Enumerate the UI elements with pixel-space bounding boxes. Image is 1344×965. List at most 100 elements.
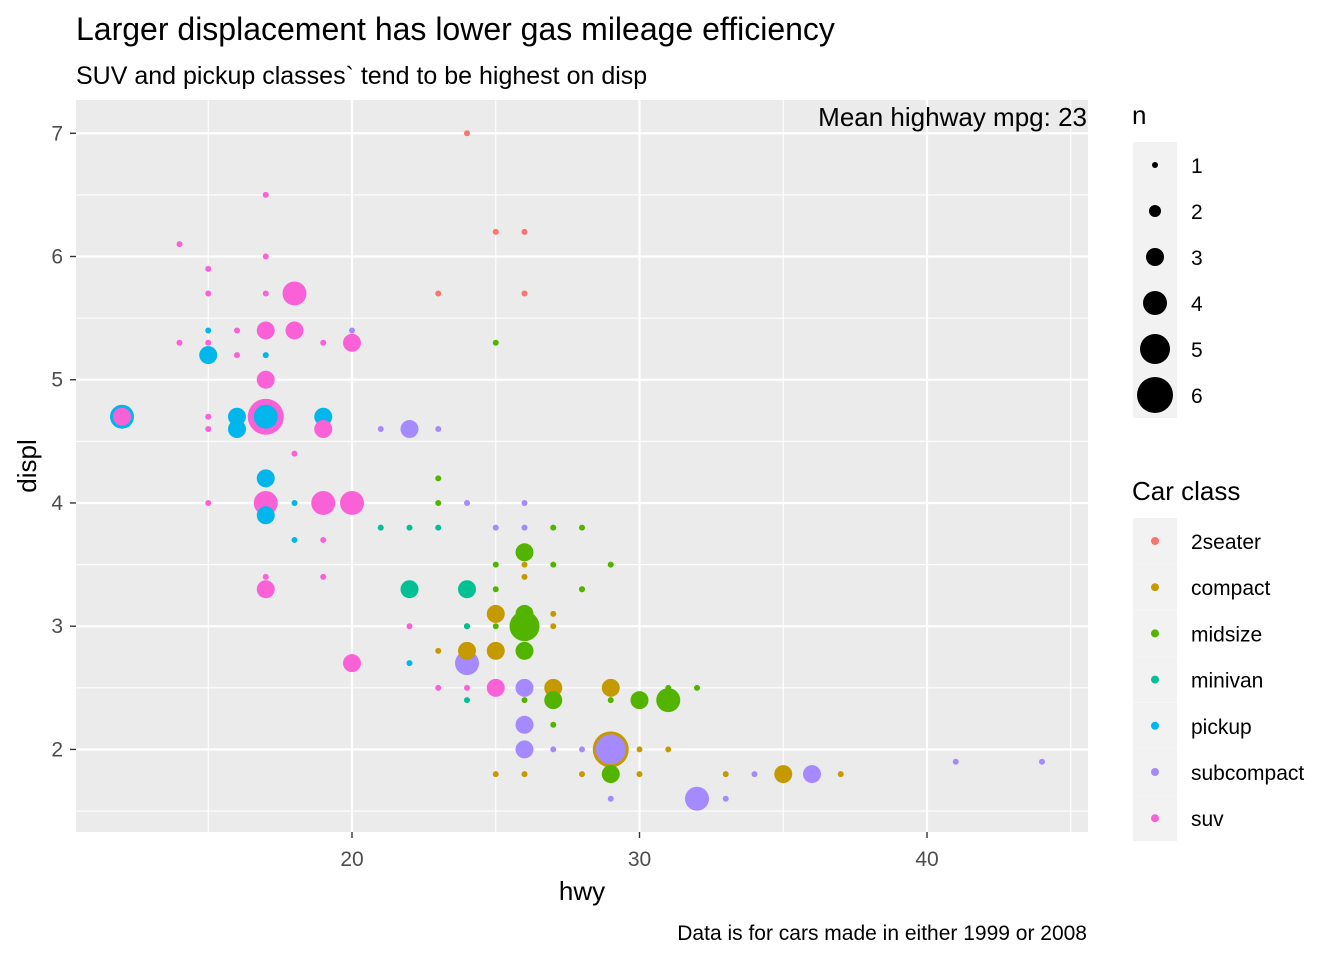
y-tick-label: 6 <box>51 246 63 269</box>
point-suv <box>435 684 442 691</box>
point-suv <box>256 321 275 340</box>
point-2seater <box>464 130 470 137</box>
y-axis-label: displ <box>12 439 42 492</box>
point-subcompact <box>579 746 585 753</box>
y-tick-label: 3 <box>51 615 63 638</box>
color-legend-point-2seater <box>1151 537 1159 545</box>
point-minivan <box>406 524 413 531</box>
color-legend-point-pickup <box>1151 721 1159 730</box>
size-legend-title: n <box>1132 100 1146 130</box>
point-suv <box>205 499 212 506</box>
y-tick-label: 7 <box>51 122 63 145</box>
size-legend-point <box>1146 248 1164 266</box>
point-suv <box>285 321 304 340</box>
size-legend-label: 2 <box>1191 201 1203 224</box>
point-minivan <box>400 580 419 599</box>
point-midsize <box>544 691 563 710</box>
point-midsize <box>601 765 620 784</box>
point-compact <box>486 604 505 623</box>
point-suv <box>205 290 212 297</box>
point-subcompact <box>521 499 528 506</box>
size-legend-label: 3 <box>1191 247 1203 270</box>
point-suv <box>262 290 269 297</box>
point-suv <box>406 623 413 630</box>
point-2seater <box>435 290 442 297</box>
point-minivan <box>377 524 384 531</box>
point-suv <box>311 490 336 515</box>
point-midsize <box>515 543 534 562</box>
color-legend-label: minivan <box>1191 670 1263 693</box>
chart-subtitle: SUV and pickup classes` tend to be highe… <box>76 62 647 90</box>
point-midsize <box>607 697 614 704</box>
point-compact <box>550 623 557 630</box>
point-pickup <box>199 346 218 365</box>
point-midsize <box>515 604 534 623</box>
point-subcompact <box>464 499 470 506</box>
x-axis: 20 30 40 <box>340 832 939 871</box>
point-midsize <box>656 688 681 713</box>
color-legend-title: Car class <box>1132 476 1240 506</box>
point-subcompact <box>685 786 709 811</box>
y-tick-label: 5 <box>51 369 63 392</box>
point-compact <box>636 746 643 753</box>
point-midsize <box>630 691 649 710</box>
point-midsize <box>492 586 499 593</box>
point-suv <box>205 413 212 420</box>
point-pickup <box>256 469 275 488</box>
size-legend-label: 6 <box>1191 385 1203 408</box>
size-legend-point <box>1152 162 1158 168</box>
x-tick-label: 40 <box>915 848 938 871</box>
point-suv <box>176 339 183 346</box>
point-suv <box>205 339 212 346</box>
y-axis: 2 3 4 5 6 7 <box>51 122 76 761</box>
point-compact <box>492 771 499 778</box>
color-legend-point-minivan <box>1151 675 1159 684</box>
y-tick-label: 4 <box>51 492 63 515</box>
chart-caption: Data is for cars made in either 1999 or … <box>677 922 1087 945</box>
data-points <box>110 130 1045 811</box>
point-pickup <box>262 352 269 359</box>
point-subcompact <box>722 795 729 802</box>
point-minivan <box>458 580 476 599</box>
point-midsize <box>550 721 557 728</box>
point-compact <box>544 678 563 697</box>
size-legend-point <box>1137 377 1173 413</box>
point-subcompact <box>1039 758 1045 765</box>
color-legend-point-midsize <box>1151 629 1159 638</box>
size-legend-label: 4 <box>1191 293 1203 316</box>
point-minivan <box>435 524 442 531</box>
annotation-mean-hwy: Mean highway mpg: 23 <box>818 102 1087 132</box>
color-legend-point-suv <box>1151 814 1159 823</box>
point-midsize <box>694 684 700 691</box>
color-legend-label: subcompact <box>1191 762 1304 785</box>
point-compact <box>521 561 528 568</box>
y-tick-label: 2 <box>51 738 63 761</box>
point-subcompact <box>515 740 534 759</box>
color-legend-label: pickup <box>1191 716 1252 739</box>
color-legend-point-subcompact <box>1151 768 1159 776</box>
point-suv <box>262 191 269 198</box>
point-suv <box>343 333 361 352</box>
point-suv <box>282 281 307 306</box>
point-midsize <box>521 697 528 704</box>
size-legend-point <box>1143 291 1167 315</box>
point-pickup <box>314 407 333 426</box>
point-subcompact <box>492 524 499 531</box>
point-subcompact <box>803 765 821 784</box>
point-suv <box>205 265 212 272</box>
point-suv <box>262 253 269 260</box>
point-subcompact <box>515 678 534 697</box>
point-suv <box>343 654 361 673</box>
size-legend-label: 1 <box>1191 155 1203 178</box>
size-legend-label: 5 <box>1191 339 1203 362</box>
color-legend-label: compact <box>1191 577 1271 600</box>
point-suv <box>176 241 183 248</box>
point-compact <box>458 641 476 660</box>
point-compact <box>665 746 672 753</box>
point-pickup <box>253 404 278 429</box>
chart-title: Larger displacement has lower gas mileag… <box>76 11 835 47</box>
point-subcompact <box>521 524 528 531</box>
point-minivan <box>464 697 470 704</box>
